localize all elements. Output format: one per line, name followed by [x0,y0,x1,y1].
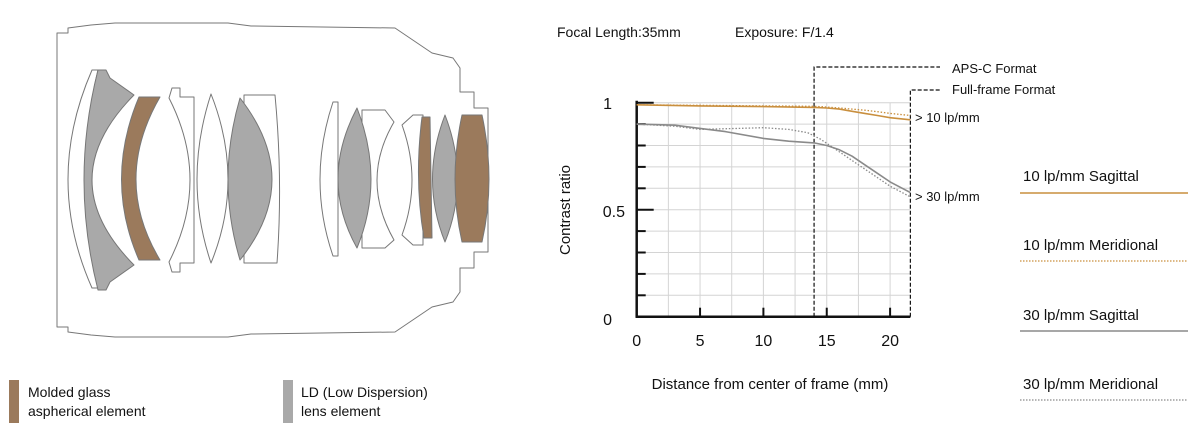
series-line-30-lp-mm-meridional [636,123,911,198]
full-frame-format-boundary [909,89,940,317]
full-frame-format-label: Full-frame Format [952,82,1056,97]
legend-label-10-sagittal: 10 lp/mm Sagittal [1023,168,1139,185]
y-tick-label-0: 0 [603,312,612,329]
ld-lens-element-8 [337,107,372,249]
x-axis-label: Distance from center of frame (mm) [652,376,889,393]
lens-legend: Molded glass aspherical element LD (Low … [9,380,428,423]
series-line-10-lp-mm-meridional [636,104,911,117]
aspherical-lens-element-13 [454,114,490,243]
lens-element-4 [168,87,195,273]
ld-lens-element-6 [227,97,273,261]
lens-element-9 [361,109,395,249]
aspherical-lens-element-11 [417,116,433,239]
lens-element-7 [319,101,339,257]
x-tick-label-20: 20 [881,333,899,350]
annotation-10lpmm: > 10 lp/mm [915,110,980,125]
ld-element-swatch [283,380,293,423]
series-line-30-lp-mm-sagittal [636,123,911,194]
x-tick-label-5: 5 [696,333,705,350]
ld-lens-element-2 [83,69,135,291]
molded-glass-label-line1: Molded glass [28,384,111,400]
y-axis-label: Contrast ratio [557,165,574,255]
chart-grid [636,102,911,317]
x-tick-label-15: 15 [818,333,836,350]
y-tick-label-0.5: 0.5 [603,204,625,221]
y-tick-label-1: 1 [603,96,612,113]
series-line-10-lp-mm-sagittal [636,104,911,121]
aps-c-format-boundary [813,66,940,317]
aspherical-lens-element-3 [121,96,161,261]
exposure-label: Exposure: F/1.4 [735,24,834,40]
legend-label-10-meridional: 10 lp/mm Meridional [1023,237,1158,254]
ld-lens-element-12 [432,114,458,243]
ld-element-label-line2: lens element [301,403,380,419]
legend-label-30-sagittal: 30 lp/mm Sagittal [1023,307,1139,324]
lens-element-5 [196,93,229,264]
annotation-30lpmm: > 30 lp/mm [915,189,980,204]
legend-label-30-meridional: 30 lp/mm Meridional [1023,376,1158,393]
focal-length-label: Focal Length:35mm [557,24,681,40]
x-tick-label-0: 0 [632,333,641,350]
chart-series [636,104,911,198]
aps-c-format-label: APS-C Format [952,61,1037,76]
format-markers [813,66,940,317]
molded-glass-label-line2: aspherical element [28,403,146,419]
x-tick-label-10: 10 [755,333,773,350]
series-legend: 10 lp/mm Sagittal 10 lp/mm Meridional 30… [1020,168,1188,401]
mtf-chart: 0 0.5 1 0 5 10 15 20 Contrast ratio Dist… [557,61,1056,393]
lens-element-10 [401,114,424,246]
ld-element-label-line1: LD (Low Dispersion) [301,384,428,400]
molded-glass-swatch [9,380,19,423]
lens-cross-section-diagram [56,22,490,338]
